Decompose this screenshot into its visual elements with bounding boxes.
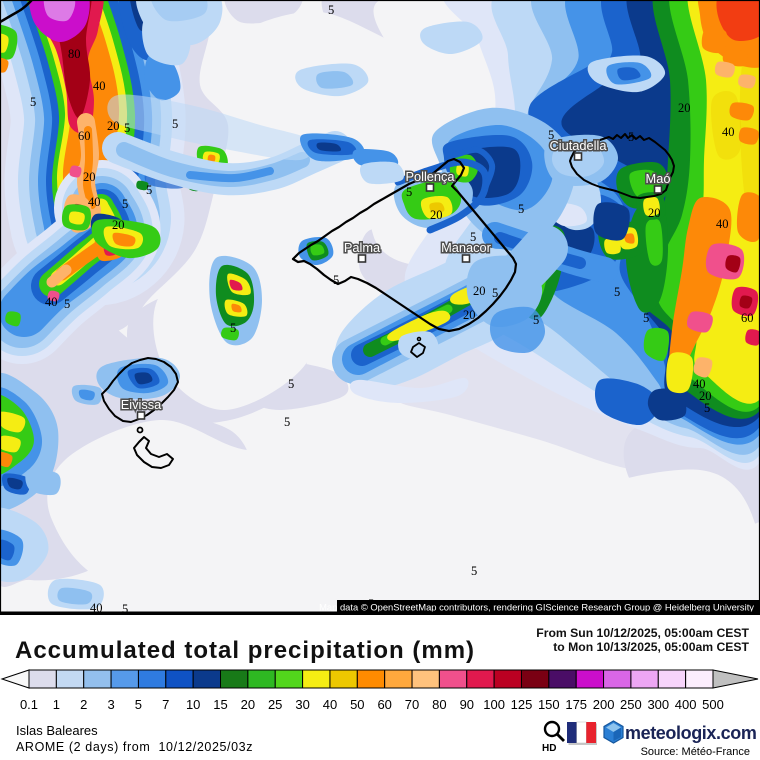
svg-text:20: 20 [241,697,255,712]
svg-text:20: 20 [648,206,661,220]
svg-text:5: 5 [492,286,498,300]
svg-text:5: 5 [548,128,554,142]
svg-text:5: 5 [230,321,236,335]
svg-text:20: 20 [678,101,691,115]
svg-text:3: 3 [107,697,114,712]
svg-text:30: 30 [295,697,309,712]
svg-text:5: 5 [333,273,339,287]
svg-text:80: 80 [432,697,446,712]
svg-text:5: 5 [470,230,476,244]
svg-text:5: 5 [284,415,290,429]
svg-text:7: 7 [162,697,169,712]
svg-text:5: 5 [704,401,710,415]
svg-text:0.1: 0.1 [20,697,38,712]
svg-text:5: 5 [122,197,128,211]
svg-text:Maó: Maó [646,171,671,186]
svg-text:5: 5 [30,95,36,109]
svg-text:5: 5 [122,602,128,615]
svg-text:Ciutadella: Ciutadella [550,138,608,153]
svg-text:80: 80 [68,47,81,61]
svg-text:5: 5 [406,185,412,199]
svg-text:HD: HD [542,743,556,754]
svg-text:5: 5 [628,130,634,144]
svg-text:10: 10 [186,697,200,712]
svg-text:20: 20 [430,208,443,222]
svg-text:40: 40 [93,79,106,93]
svg-text:5: 5 [135,697,142,712]
svg-text:5: 5 [518,202,524,216]
svg-text:90: 90 [460,697,474,712]
svg-text:Manacor: Manacor [441,240,492,255]
svg-text:60: 60 [78,129,91,143]
svg-text:100: 100 [483,697,505,712]
svg-text:20: 20 [112,218,125,232]
svg-text:15: 15 [213,697,227,712]
svg-text:500: 500 [702,697,724,712]
svg-text:25: 25 [268,697,282,712]
svg-text:150: 150 [538,697,560,712]
svg-text:60: 60 [377,697,391,712]
svg-text:70: 70 [405,697,419,712]
svg-text:125: 125 [511,697,533,712]
svg-text:1: 1 [53,697,60,712]
svg-text:200: 200 [593,697,615,712]
svg-text:5: 5 [328,3,334,17]
svg-text:meteologix.com: meteologix.com [625,723,756,743]
svg-text:20: 20 [473,284,486,298]
svg-text:2: 2 [80,697,87,712]
svg-text:250: 250 [620,697,642,712]
svg-text:Palma: Palma [344,240,381,255]
svg-text:20: 20 [107,119,120,133]
svg-text:300: 300 [647,697,669,712]
svg-text:5: 5 [533,313,539,327]
svg-text:5: 5 [643,311,649,325]
svg-text:40: 40 [722,125,735,139]
svg-text:5: 5 [146,183,152,197]
svg-text:50: 50 [350,697,364,712]
svg-text:40: 40 [693,377,706,391]
svg-text:Eivissa: Eivissa [121,397,162,412]
svg-text:5: 5 [471,564,477,578]
svg-text:40: 40 [45,295,58,309]
svg-text:175: 175 [565,697,587,712]
svg-text:40: 40 [88,195,101,209]
svg-text:5: 5 [614,285,620,299]
svg-text:40: 40 [323,697,337,712]
svg-text:5: 5 [288,377,294,391]
svg-text:5: 5 [124,121,130,135]
svg-text:5: 5 [64,297,70,311]
svg-text:20: 20 [83,170,96,184]
svg-text:Map data © OpenStreetMap contr: Map data © OpenStreetMap contributors, r… [319,602,754,613]
svg-text:400: 400 [675,697,697,712]
svg-text:20: 20 [699,389,712,403]
svg-text:Pollença: Pollença [405,169,455,184]
svg-text:5: 5 [172,117,178,131]
svg-text:20: 20 [463,308,476,322]
svg-text:40: 40 [716,217,729,231]
svg-text:60: 60 [741,311,754,325]
